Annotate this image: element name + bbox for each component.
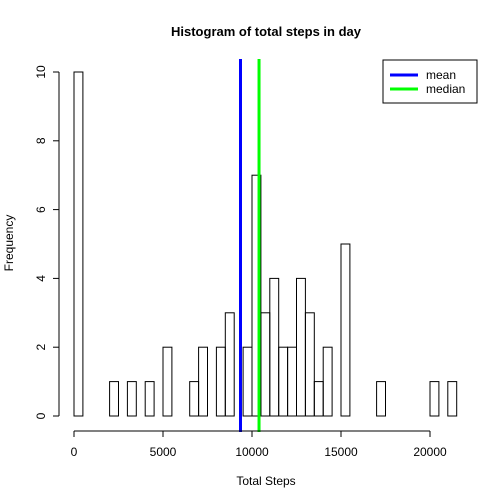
y-axis: 0 2 4 6 8 10 xyxy=(34,65,60,419)
histogram-bar xyxy=(144,381,155,417)
histogram-bar xyxy=(429,381,440,417)
y-tick-label: 8 xyxy=(34,137,48,144)
mean-legend-label: mean xyxy=(426,68,456,82)
histogram-bar xyxy=(322,346,333,417)
histogram-bar xyxy=(224,312,235,417)
x-tick-label: 20000 xyxy=(413,445,447,459)
x-tick-label: 0 xyxy=(71,445,78,459)
histogram-bar xyxy=(340,243,351,417)
histogram-bar xyxy=(376,381,387,417)
histogram-bar xyxy=(251,174,262,417)
y-axis-title: Frequency xyxy=(2,215,16,272)
histogram-bar xyxy=(109,381,119,417)
histogram-bar xyxy=(73,71,84,417)
histogram-bars xyxy=(73,71,458,417)
x-axis-title: Total Steps xyxy=(236,474,295,488)
y-tick-label: 4 xyxy=(34,275,48,282)
histogram-bar xyxy=(126,381,137,417)
histogram-bar xyxy=(447,381,458,417)
x-axis: 0 5000 10000 15000 20000 xyxy=(71,430,447,459)
legend-box xyxy=(382,59,478,104)
median-legend-label: median xyxy=(426,82,465,96)
x-tick-label: 5000 xyxy=(150,445,177,459)
x-tick-label: 15000 xyxy=(324,445,358,459)
histogram-bar xyxy=(198,346,209,417)
y-tick-label: 6 xyxy=(34,206,48,213)
y-tick-label: 10 xyxy=(34,65,48,79)
histogram-bar xyxy=(162,346,173,417)
y-tick-label: 2 xyxy=(34,344,48,351)
y-tick-label: 0 xyxy=(34,412,48,419)
chart-title: Histogram of total steps in day xyxy=(171,24,362,39)
reference-lines xyxy=(239,59,261,432)
histogram-bar xyxy=(304,312,315,417)
x-tick-label: 10000 xyxy=(235,445,269,459)
